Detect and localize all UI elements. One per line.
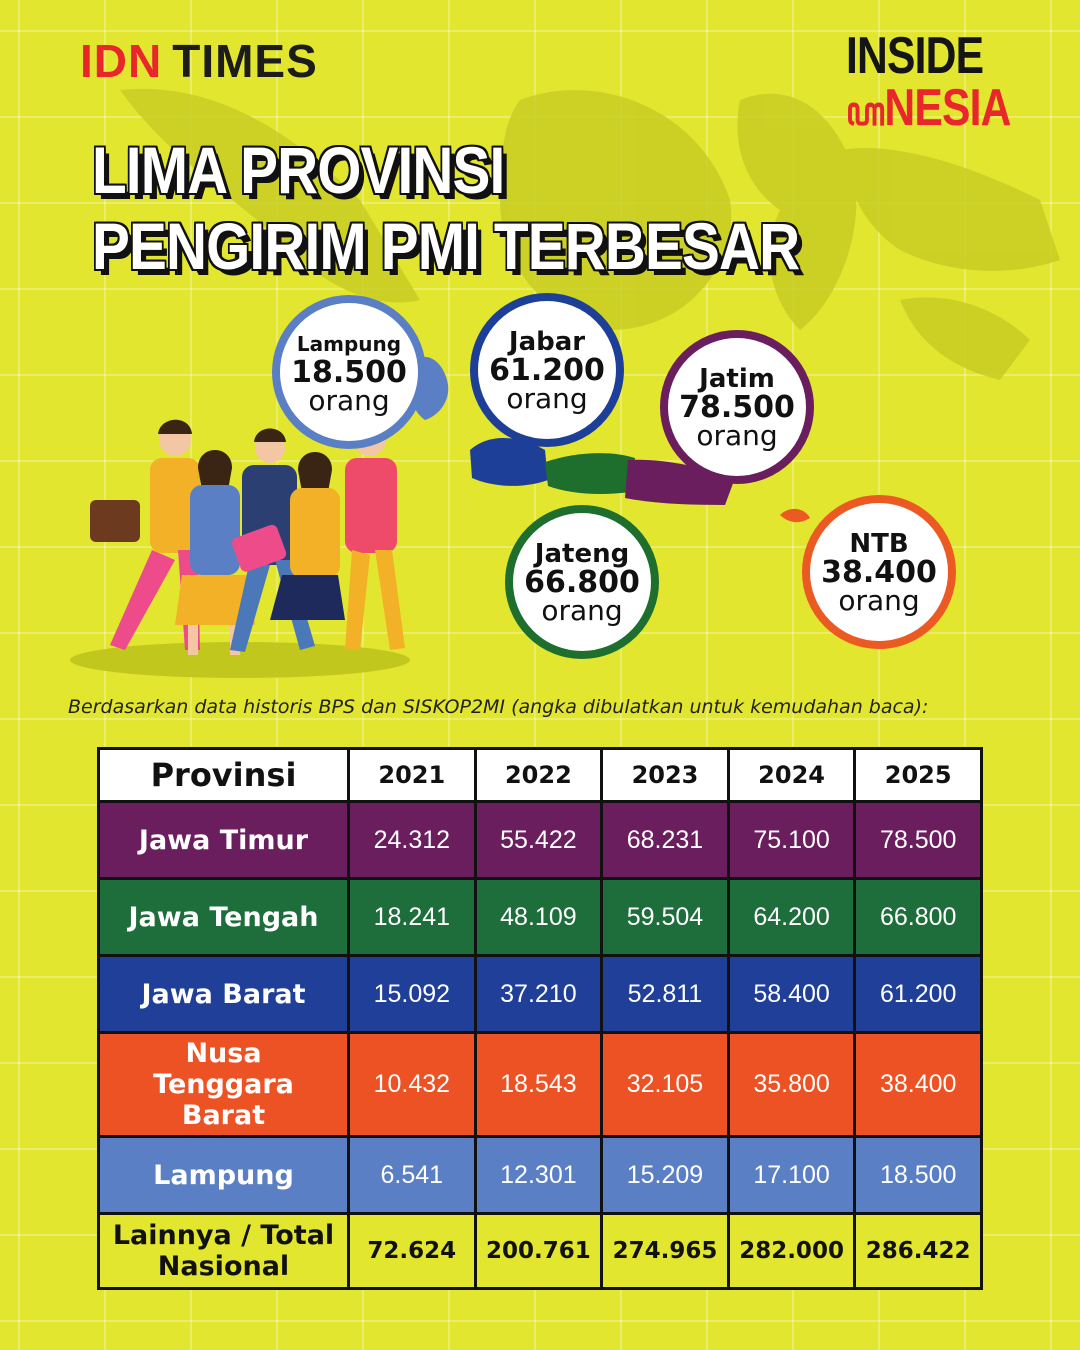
table-row: Nusa Tenggara Barat 10.432 18.543 32.105… [97, 1031, 983, 1138]
background-islands [120, 88, 1060, 380]
inside-logo-text: INSIDE [846, 27, 984, 85]
total-label-line: Nasional [157, 1251, 290, 1282]
person-4 [232, 452, 345, 620]
province-line: Barat [181, 1100, 266, 1131]
header-year: 2021 [347, 747, 477, 803]
total-label-line: Lainnya / Total [112, 1220, 335, 1251]
insidenesia-logo: INSIDE ꦲNESIA [846, 30, 1047, 138]
row-value: 17.100 [726, 1135, 857, 1215]
table-row: Jawa Tengah 18.241 48.109 59.504 64.200 … [97, 877, 983, 957]
total-value: 274.965 [600, 1212, 730, 1290]
times-logo-text: TIMES [172, 35, 318, 87]
row-value: 48.109 [473, 877, 604, 957]
bubble-unit: orang [308, 384, 390, 417]
bubble-lampung: Lampung 18.500 orang [272, 295, 426, 449]
row-value: 15.092 [347, 954, 477, 1034]
bubble-jatim: Jatim 78.500 orang [660, 330, 814, 484]
total-label: Lainnya / Total Nasional [97, 1212, 350, 1290]
row-value: 32.105 [600, 1031, 730, 1138]
row-value: 37.210 [473, 954, 604, 1034]
bubble-name: Jatim [699, 364, 775, 394]
title-line-2: PENGIRIM PMI TERBESAR [92, 209, 800, 283]
bubble-value: 78.500 [679, 390, 795, 425]
migrant-workers-illustration [70, 419, 410, 678]
row-value: 55.422 [473, 800, 604, 880]
row-value: 35.800 [726, 1031, 857, 1138]
bubble-unit: orang [838, 584, 920, 617]
row-value: 52.811 [600, 954, 730, 1034]
total-value: 282.000 [726, 1212, 857, 1290]
idn-times-logo: IDN TIMES [80, 34, 318, 88]
row-value: 66.800 [853, 877, 983, 957]
row-value: 15.209 [600, 1135, 730, 1215]
bubble-name: NTB [849, 529, 909, 559]
bubble-value: 66.800 [524, 565, 640, 600]
total-value: 72.624 [347, 1212, 477, 1290]
total-value: 200.761 [473, 1212, 604, 1290]
idn-logo-text: IDN [80, 35, 163, 87]
bubble-unit: orang [696, 419, 778, 452]
bubble-name: Lampung [296, 332, 402, 356]
row-province: Lampung [97, 1135, 350, 1215]
bubble-value: 18.500 [291, 355, 407, 390]
row-value: 58.400 [726, 954, 857, 1034]
header-year: 2025 [853, 747, 983, 803]
nesia-logo-text: ꦲNESIA [846, 79, 1011, 137]
indonesia-map-illustration [120, 88, 1060, 523]
jateng-map-shape [545, 453, 635, 494]
table-row: Jawa Barat 15.092 37.210 52.811 58.400 6… [97, 954, 983, 1034]
total-value: 286.422 [853, 1212, 983, 1290]
person-2 [175, 450, 255, 655]
header-year: 2024 [726, 747, 857, 803]
table-total-row: Lainnya / Total Nasional 72.624 200.761 … [97, 1212, 983, 1290]
table-row: Jawa Timur 24.312 55.422 68.231 75.100 7… [97, 800, 983, 880]
row-value: 12.301 [473, 1135, 604, 1215]
province-line: Tenggara [153, 1069, 294, 1100]
row-value: 18.241 [347, 877, 477, 957]
bubble-name: Jabar [508, 327, 586, 357]
province-line: Nusa [185, 1038, 262, 1069]
row-province: Nusa Tenggara Barat [97, 1031, 350, 1138]
row-value: 6.541 [347, 1135, 477, 1215]
row-value: 10.432 [347, 1031, 477, 1138]
row-value: 59.504 [600, 877, 730, 957]
jabar-map-shape [470, 437, 548, 486]
row-value: 78.500 [853, 800, 983, 880]
row-value: 18.543 [473, 1031, 604, 1138]
header-year: 2022 [473, 747, 604, 803]
bubble-jateng: Jateng 66.800 orang [505, 505, 659, 659]
header-provinsi: Provinsi [97, 747, 350, 803]
row-value: 68.231 [600, 800, 730, 880]
header-year: 2023 [600, 747, 730, 803]
ntb-map-shape [780, 508, 810, 523]
person-5 [345, 419, 405, 650]
pmi-data-table: Provinsi 2021 2022 2023 2024 2025 Jawa T… [97, 747, 983, 1290]
bubble-value: 38.400 [821, 555, 937, 590]
row-value: 64.200 [726, 877, 857, 957]
bubble-name: Jateng [534, 539, 630, 569]
table-row: Lampung 6.541 12.301 15.209 17.100 18.50… [97, 1135, 983, 1215]
bubble-unit: orang [506, 382, 588, 415]
script-mark-icon: ꦲ [846, 90, 885, 134]
row-province: Jawa Tengah [97, 877, 350, 957]
source-note: Berdasarkan data historis BPS dan SISKOP… [68, 696, 929, 718]
row-value: 38.400 [853, 1031, 983, 1138]
bubble-ntb: NTB 38.400 orang [802, 495, 956, 649]
bubble-jabar: Jabar 61.200 orang [470, 293, 624, 447]
row-value: 61.200 [853, 954, 983, 1034]
bubble-unit: orang [541, 594, 623, 627]
page-title: LIMA PROVINSI PENGIRIM PMI TERBESAR [92, 132, 800, 284]
table-header-row: Provinsi 2021 2022 2023 2024 2025 [97, 747, 983, 803]
row-province: Jawa Timur [97, 800, 350, 880]
row-value: 75.100 [726, 800, 857, 880]
title-line-1: LIMA PROVINSI [92, 133, 505, 207]
bubble-value: 61.200 [489, 353, 605, 388]
row-value: 18.500 [853, 1135, 983, 1215]
row-value: 24.312 [347, 800, 477, 880]
row-province: Jawa Barat [97, 954, 350, 1034]
